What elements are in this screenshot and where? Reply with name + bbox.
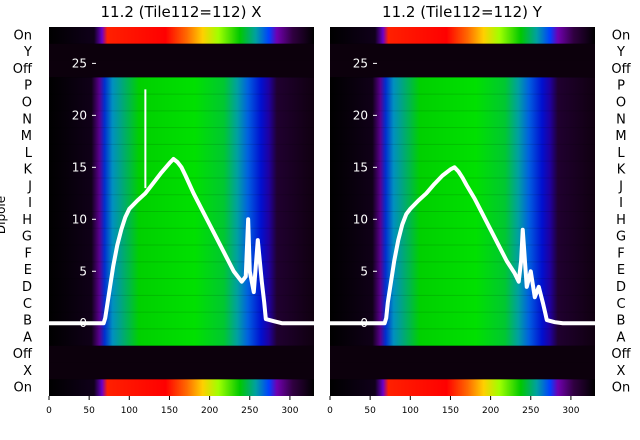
- heatmap-band-dark: [49, 60, 314, 78]
- x-tick-label: 200: [482, 406, 499, 416]
- row-label: A: [617, 330, 626, 345]
- y-tick-label: 20: [353, 108, 368, 122]
- row-label: Off: [13, 62, 33, 77]
- x-tick-label: 0: [46, 406, 52, 416]
- row-label: O: [616, 95, 626, 110]
- row-label: C: [23, 297, 32, 312]
- x-tick-label: 300: [562, 406, 579, 416]
- row-label: O: [22, 95, 32, 110]
- row-label: M: [21, 129, 32, 144]
- panel-2: 11.2 (Tile112=112) Y 0 5 10 15 20 250 50 100 150 2…: [327, 3, 631, 416]
- y-tick-label: 25: [72, 56, 87, 70]
- x-tick-label: 100: [121, 406, 138, 416]
- y-tick-label: 5: [360, 264, 368, 278]
- row-label: H: [616, 213, 626, 228]
- row-label: B: [617, 314, 626, 329]
- heatmap-band-dark: [330, 60, 595, 78]
- overlay-line: [49, 157, 314, 326]
- heatmap-band-dark: [49, 43, 314, 61]
- row-label: J: [618, 179, 623, 194]
- row-label: B: [23, 314, 32, 329]
- row-label: K: [23, 163, 32, 178]
- heatmap-band-top-on: [49, 27, 314, 44]
- row-label: G: [616, 230, 626, 245]
- y-axis-label: Dipole: [0, 196, 8, 234]
- row-label: L: [25, 146, 33, 161]
- heatmap-band-dipoles: [330, 77, 595, 346]
- row-label: Y: [616, 45, 625, 60]
- x-tick-label: 50: [364, 406, 376, 416]
- row-label: L: [617, 146, 625, 161]
- row-label: X: [617, 364, 626, 379]
- row-label: X: [23, 364, 32, 379]
- row-label: D: [616, 280, 626, 295]
- row-label: Off: [13, 347, 33, 362]
- heatmap-band-dark: [49, 345, 314, 363]
- row-label: D: [22, 280, 32, 295]
- row-label: K: [617, 163, 626, 178]
- x-tick-label: 50: [83, 406, 95, 416]
- y-tick-label: 10: [72, 212, 87, 226]
- heatmap-band-dark: [330, 362, 595, 380]
- y-tick-label: 25: [353, 56, 368, 70]
- row-label: On: [612, 28, 630, 43]
- row-label: Off: [611, 62, 631, 77]
- heatmap-band-dark: [330, 43, 595, 61]
- y-tick-label: 15: [353, 160, 368, 174]
- x-tick-label: 150: [442, 406, 459, 416]
- chart-title: 11.2 (Tile112=112) X: [100, 3, 261, 21]
- heatmap-band-bottom-on: [49, 379, 314, 396]
- heatmap-band-dark: [330, 345, 595, 363]
- row-label: P: [617, 79, 625, 94]
- row-label: E: [617, 263, 625, 278]
- heatmap-band-dipoles: [49, 77, 314, 346]
- heatmap-band-bottom-on: [330, 379, 595, 396]
- row-label: On: [14, 28, 32, 43]
- x-tick-label: 150: [161, 406, 178, 416]
- row-label: H: [22, 213, 32, 228]
- row-label: M: [615, 129, 626, 144]
- row-label: F: [25, 246, 32, 261]
- y-tick-label: 15: [72, 160, 87, 174]
- y-tick-label: 5: [79, 264, 87, 278]
- row-label: Off: [611, 347, 631, 362]
- row-label: P: [24, 79, 32, 94]
- row-label: On: [612, 381, 630, 396]
- row-label: F: [617, 246, 624, 261]
- heatmap-band-dark: [49, 362, 314, 380]
- row-label: E: [24, 263, 32, 278]
- y-tick-label: 10: [353, 212, 368, 226]
- x-tick-label: 0: [327, 406, 333, 416]
- row-label: C: [616, 297, 625, 312]
- row-label: I: [619, 196, 623, 211]
- row-label: Y: [23, 45, 32, 60]
- row-label: N: [616, 112, 626, 127]
- row-label: G: [22, 230, 32, 245]
- y-tick-label: 20: [72, 108, 87, 122]
- x-tick-label: 100: [402, 406, 419, 416]
- row-label: On: [14, 381, 32, 396]
- chart-title: 11.2 (Tile112=112) Y: [382, 3, 543, 21]
- x-tick-label: 300: [281, 406, 298, 416]
- row-label: A: [23, 330, 32, 345]
- x-tick-label: 250: [241, 406, 258, 416]
- x-tick-label: 200: [201, 406, 218, 416]
- panel-1: 11.2 (Tile112=112) X 0 5 10 15 20 250 50 100 150 2…: [0, 3, 314, 416]
- overlay-line: [330, 165, 595, 326]
- x-tick-label: 250: [522, 406, 539, 416]
- row-label: N: [22, 112, 32, 127]
- row-label: I: [28, 196, 32, 211]
- heatmap-band-top-on: [330, 27, 595, 44]
- row-label: J: [27, 179, 32, 194]
